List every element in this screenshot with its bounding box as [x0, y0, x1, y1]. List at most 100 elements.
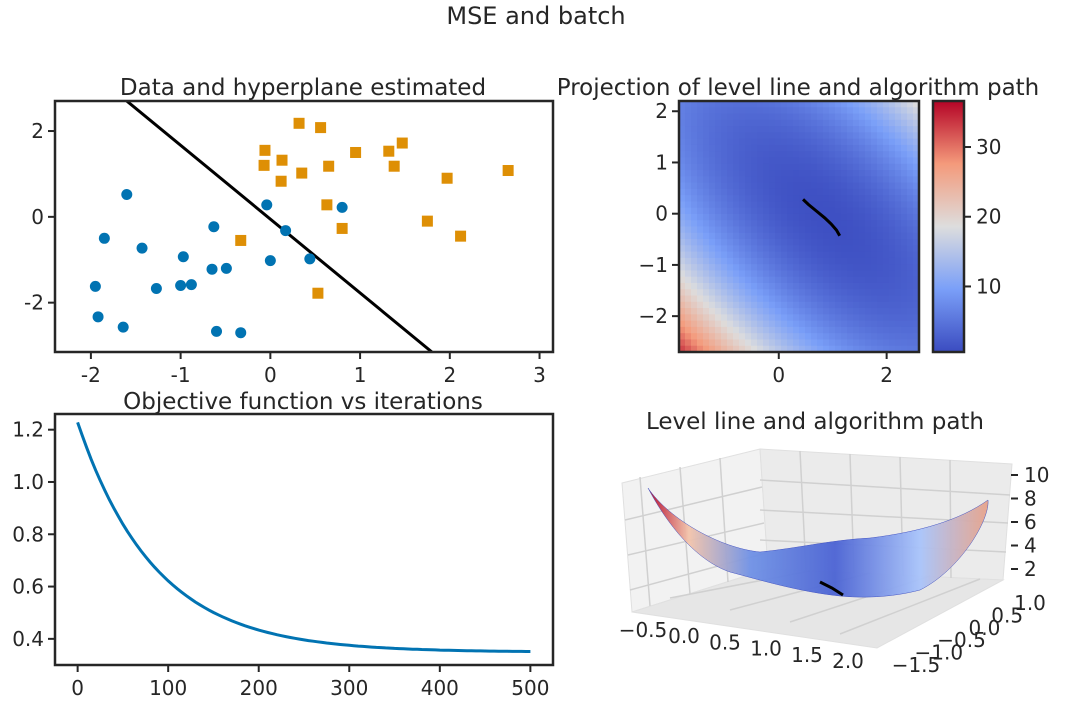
heatmap-cell	[745, 113, 752, 121]
heatmap-cell	[781, 326, 788, 334]
heatmap-cell	[913, 282, 920, 290]
heatmap-cell	[817, 251, 824, 259]
heatmap-cell	[865, 113, 872, 121]
heatmap-cell	[727, 182, 734, 190]
heatmap-cell	[685, 226, 692, 234]
heatmap-cell	[847, 232, 854, 240]
heatmap-cell	[883, 101, 890, 108]
heatmap-cell	[877, 119, 884, 127]
colorbar	[931, 99, 966, 354]
heatmap-cell	[901, 308, 908, 315]
heatmap-cell	[703, 195, 710, 203]
heatmap-cell	[877, 188, 884, 196]
heatmap-cell	[757, 195, 764, 203]
heatmap-cell	[883, 157, 890, 165]
heatmap-cell	[751, 113, 758, 121]
scatter-x-tick-label: 0	[264, 363, 277, 387]
heatmap-cell	[775, 226, 782, 234]
heatmap-cell	[757, 132, 764, 140]
heatmap-cell	[715, 289, 722, 297]
heatmap-cell	[865, 151, 872, 159]
heatmap-cell	[835, 301, 842, 309]
heatmap-cell	[853, 144, 860, 152]
heatmap-cell	[793, 239, 800, 246]
heatmap-cell	[679, 289, 686, 297]
heatmap-cell	[757, 301, 764, 309]
heatmap-cell	[811, 257, 818, 265]
heatmap-cell	[835, 226, 842, 234]
heatmap-cell	[733, 289, 740, 297]
heatmap-cell	[829, 213, 836, 221]
heatmap-cell	[757, 151, 764, 159]
heatmap-cell	[793, 320, 800, 328]
heatmap-cell	[907, 107, 914, 115]
heatmap-cell	[781, 220, 788, 228]
heatmap-cell	[697, 144, 704, 152]
heatmap-cell	[763, 333, 770, 341]
heatmap-cell	[679, 119, 686, 127]
heatmap-cell	[835, 207, 842, 215]
heatmap-cell	[793, 207, 800, 215]
heatmap-cell	[739, 295, 746, 303]
heatmap-cell	[841, 195, 848, 203]
heatmap-cell	[799, 282, 806, 290]
heatmap-cell	[901, 289, 908, 297]
heatmap-cell	[877, 101, 884, 108]
heatmap-cell	[769, 245, 776, 253]
heatmap-cell	[829, 207, 836, 215]
heatmap-cell	[799, 126, 806, 133]
heatmap-cell	[733, 320, 740, 328]
heatmap-cell	[895, 157, 902, 165]
heatmap-cell	[799, 339, 806, 347]
heatmap-cell	[799, 132, 806, 140]
heatmap-cell	[913, 326, 920, 334]
heatmap-cell	[829, 320, 836, 328]
heatmap-cell	[841, 220, 848, 228]
heatmap-y-tick-label: −1	[639, 253, 668, 277]
heatmap-cell	[907, 207, 914, 215]
surface-z-tick-label: 4	[1024, 534, 1037, 558]
heatmap-cell	[757, 157, 764, 165]
heatmap-cell	[775, 270, 782, 278]
heatmap-cell	[871, 226, 878, 234]
heatmap-cell	[769, 176, 776, 184]
heatmap-cell	[757, 188, 764, 196]
scatter-axes-frame	[53, 99, 555, 354]
heatmap-cell	[817, 295, 824, 303]
heatmap-cell	[697, 339, 704, 347]
heatmap-cell	[913, 333, 920, 341]
heatmap-cell	[733, 213, 740, 221]
heatmap-cell	[829, 339, 836, 347]
heatmap-cell	[805, 232, 812, 240]
heatmap-cell	[865, 226, 872, 234]
heatmap-cell	[781, 314, 788, 322]
heatmap-cell	[877, 201, 884, 209]
heatmap-cell	[805, 113, 812, 121]
heatmap-cell	[787, 101, 794, 108]
heatmap-cell	[697, 226, 704, 234]
heatmap-cell	[745, 314, 752, 322]
heatmap-cell	[847, 170, 854, 177]
heatmap-cell	[775, 251, 782, 259]
heatmap-cell	[721, 182, 728, 190]
heatmap-cell	[685, 232, 692, 240]
heatmap-cell	[751, 176, 758, 184]
heatmap-cell	[877, 107, 884, 115]
heatmap-cell	[859, 195, 866, 203]
heatmap-cell	[751, 326, 758, 334]
heatmap-cell	[805, 326, 812, 334]
heatmap-cell	[877, 138, 884, 146]
heatmap-cell	[733, 157, 740, 165]
heatmap-cell	[715, 264, 722, 272]
heatmap-cell	[691, 345, 698, 353]
heatmap-cell	[763, 257, 770, 265]
heatmap-cell	[805, 126, 812, 133]
heatmap-cell	[865, 251, 872, 259]
heatmap-cell	[901, 151, 908, 159]
heatmap-cell	[823, 257, 830, 265]
surface-algorithm-path	[819, 580, 844, 597]
heatmap-cell	[757, 245, 764, 253]
heatmap-cell	[751, 282, 758, 290]
heatmap-cell	[841, 170, 848, 177]
heatmap-cell	[871, 220, 878, 228]
